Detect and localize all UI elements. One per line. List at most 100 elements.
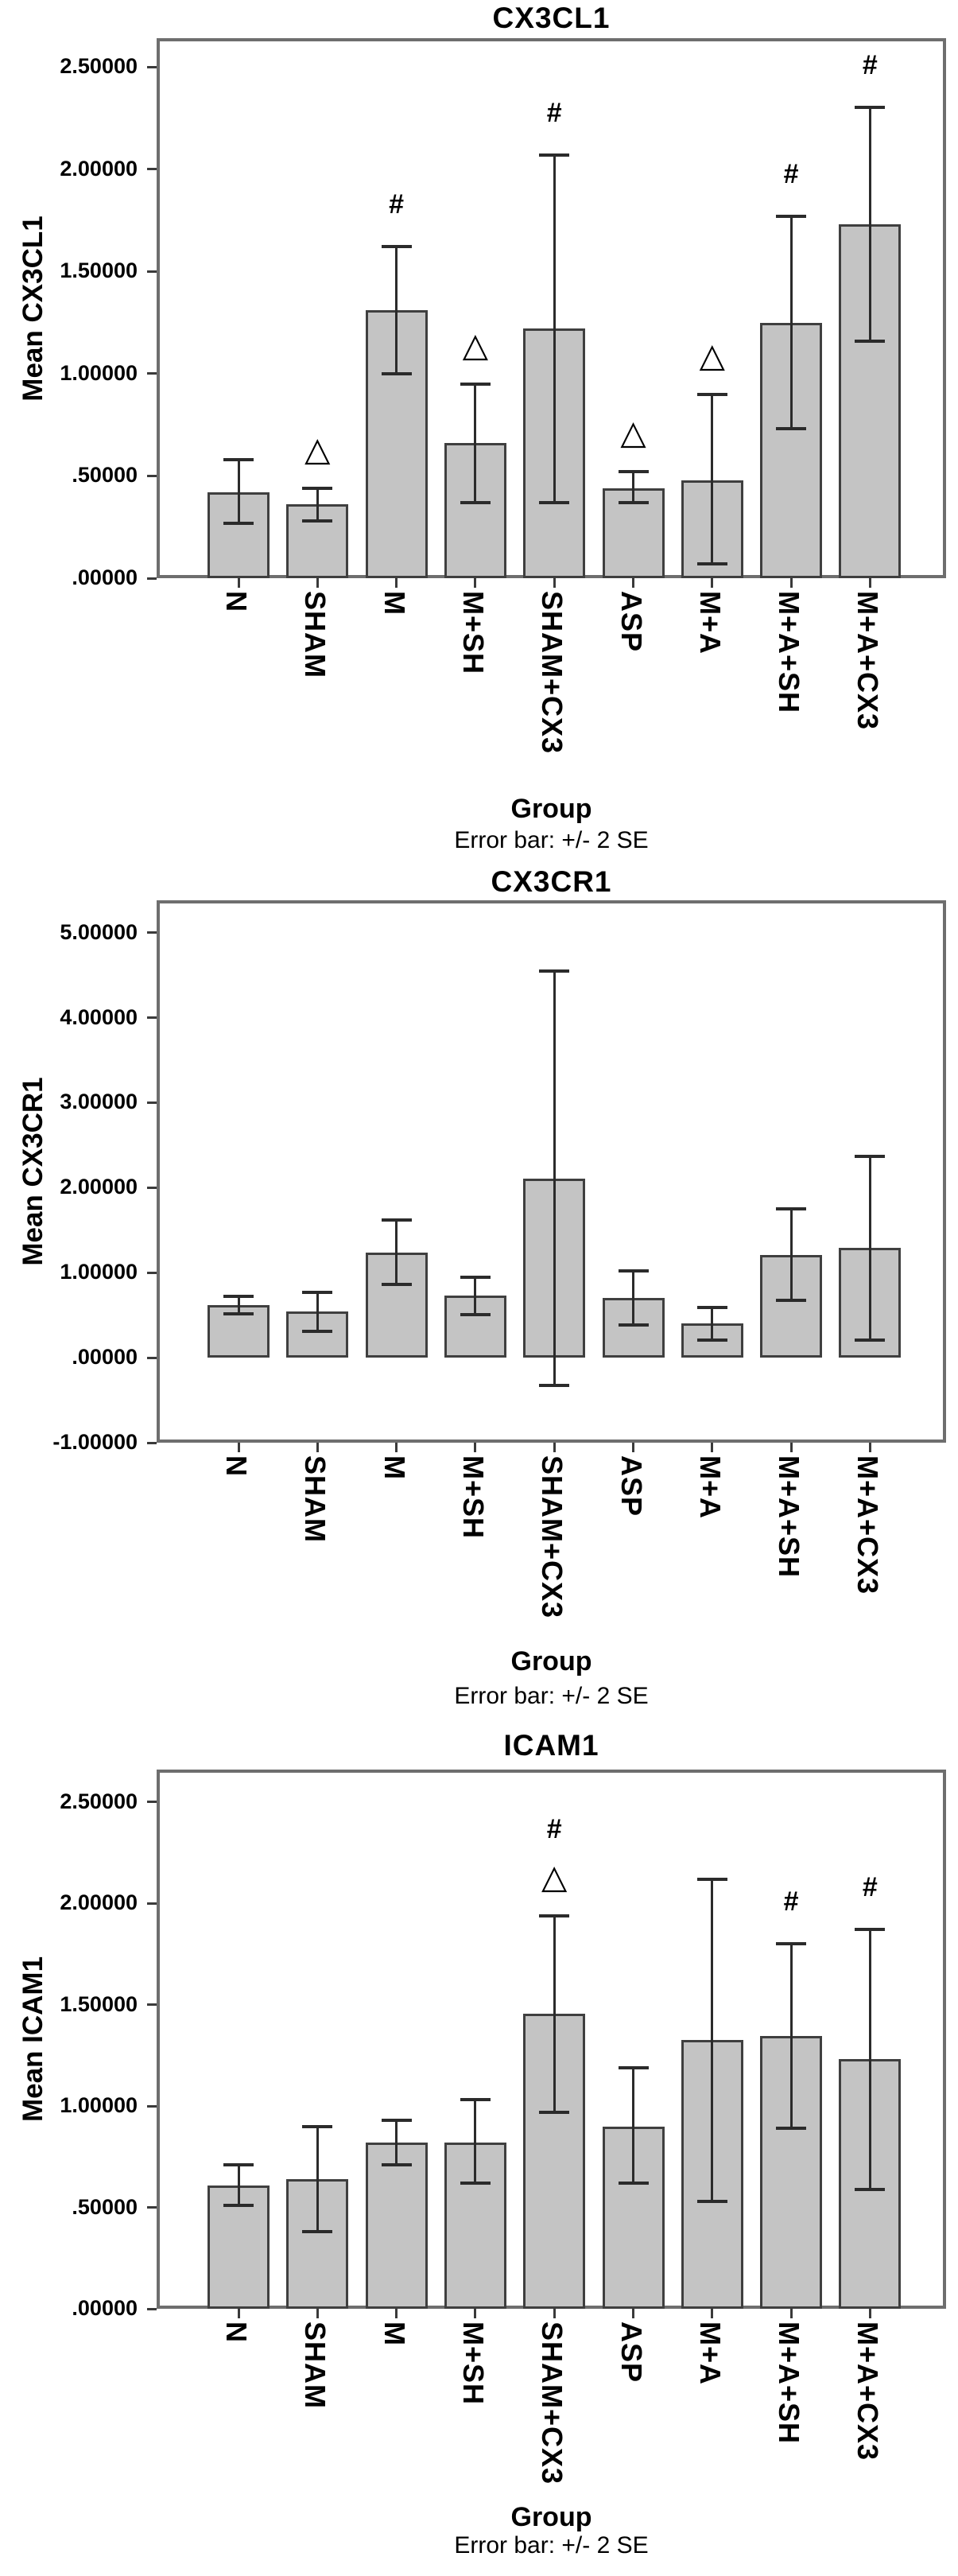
error-bar (474, 1276, 477, 1315)
x-tick-mark (711, 2309, 714, 2318)
x-axis-title: Group (510, 1646, 592, 1677)
error-bar-top-cap (302, 2124, 333, 2128)
error-bar-top-cap (460, 382, 491, 386)
plot-area (157, 900, 946, 1443)
x-tick-mark (395, 1443, 398, 1452)
hash-annotation: # (546, 1813, 562, 1844)
error-bar (711, 1307, 714, 1340)
x-tick-mark (237, 578, 240, 588)
category-label: M+A+SH (773, 2322, 806, 2445)
error-bar (632, 2067, 634, 2183)
error-bar-top-cap (381, 245, 412, 249)
category-label: SHAM+CX3 (536, 591, 569, 755)
category-label: M+A+CX3 (851, 591, 885, 731)
error-bar (868, 1156, 871, 1340)
y-tick-mark (147, 168, 157, 171)
category-label: M+SH (456, 1455, 490, 1540)
error-bar-bottom-cap (855, 339, 886, 343)
chart-block-cx3cr1: CX3CR1 Mean CX3CR1 -1.00000.00000 1.00000… (0, 859, 958, 1718)
x-tick-mark (553, 2309, 556, 2318)
y-tick-mark (147, 1016, 157, 1020)
x-tick-mark (789, 2309, 793, 2318)
y-tick-mark (147, 2003, 157, 2007)
x-tick-mark (316, 2309, 319, 2318)
category-label: M (378, 2322, 411, 2346)
category-label: ASP (615, 591, 648, 653)
x-axis-title: Group (510, 794, 592, 824)
error-bar-top-cap (696, 1306, 727, 1310)
error-bar (789, 1944, 793, 2129)
y-tick-label: .00000 (72, 565, 138, 589)
y-tick-label: 4.00000 (60, 1004, 138, 1029)
error-bar-caption: Error bar: +/- 2 SE (454, 827, 649, 853)
category-label: N (220, 1455, 253, 1477)
error-bar-top-cap (302, 486, 333, 490)
error-bar-bottom-cap (302, 519, 333, 523)
x-tick-mark (711, 1443, 714, 1452)
error-bar-bottom-cap (381, 1283, 412, 1287)
error-bar-top-cap (460, 2098, 491, 2102)
y-tick-mark (147, 1101, 157, 1104)
y-tick-mark (147, 2104, 157, 2108)
y-tick-mark (147, 270, 157, 273)
error-bar (316, 488, 319, 521)
hash-annotation: # (389, 189, 405, 220)
category-label: M (378, 1455, 411, 1480)
category-label: SHAM (299, 2322, 332, 2409)
error-bar-top-cap (618, 1269, 649, 1273)
x-tick-mark (395, 578, 398, 588)
category-label: SHAM (299, 1455, 332, 1543)
error-bar-top-cap (223, 2163, 254, 2167)
x-tick-mark (632, 1443, 634, 1452)
category-label: M+A+CX3 (851, 1455, 885, 1595)
bar (365, 2142, 428, 2309)
y-tick-mark (147, 1801, 157, 1804)
error-bar-top-cap (776, 1207, 807, 1211)
error-bar-bottom-cap (855, 2187, 886, 2191)
y-tick-mark (147, 1356, 157, 1359)
category-label: SHAM+CX3 (536, 1455, 569, 1619)
error-bar-bottom-cap (618, 1323, 649, 1327)
category-label: M+A+SH (773, 1455, 806, 1579)
category-label: M+A (693, 2322, 727, 2386)
y-tick-label: 2.00000 (60, 1175, 138, 1199)
error-bar (553, 1915, 556, 2112)
y-tick-label: 5.00000 (60, 919, 138, 944)
error-bar (395, 2119, 398, 2166)
x-tick-mark (789, 578, 793, 588)
error-bar-top-cap (460, 1275, 491, 1279)
bar (602, 2126, 665, 2309)
error-bar-bottom-cap (696, 561, 727, 565)
x-tick-mark (316, 1443, 319, 1452)
error-bar-top-cap (855, 106, 886, 110)
error-bar-top-cap (855, 1154, 886, 1158)
error-bar-bottom-cap (223, 1311, 254, 1315)
category-label: M+A+SH (773, 591, 806, 714)
triangle-annotation: △ (462, 325, 489, 363)
error-bar-bottom-cap (302, 2230, 333, 2234)
category-label: M+SH (456, 591, 490, 675)
error-bar (632, 1271, 634, 1326)
y-tick-mark (147, 577, 157, 580)
error-bar (553, 154, 556, 503)
y-tick-label: .50000 (72, 2194, 138, 2219)
error-bar-caption: Error bar: +/- 2 SE (454, 1683, 649, 1709)
error-bar (474, 383, 477, 503)
y-tick-label: 2.00000 (60, 156, 138, 181)
error-bar-bottom-cap (618, 2181, 649, 2185)
error-bar (237, 1296, 240, 1314)
error-bar-bottom-cap (539, 1384, 570, 1388)
error-bar-bottom-cap (223, 521, 254, 525)
error-bar (316, 2126, 319, 2232)
error-bar-bottom-cap (618, 500, 649, 504)
y-tick-label: 1.50000 (60, 258, 138, 283)
error-bar-bottom-cap (776, 427, 807, 431)
triangle-annotation: △ (620, 414, 646, 452)
hash-annotation: # (862, 50, 878, 81)
error-bar (789, 216, 793, 429)
error-bar (395, 247, 398, 374)
y-tick-label: 2.50000 (60, 1789, 138, 1813)
y-tick-mark (147, 1186, 157, 1189)
error-bar-bottom-cap (223, 2204, 254, 2207)
x-tick-mark (474, 578, 477, 588)
